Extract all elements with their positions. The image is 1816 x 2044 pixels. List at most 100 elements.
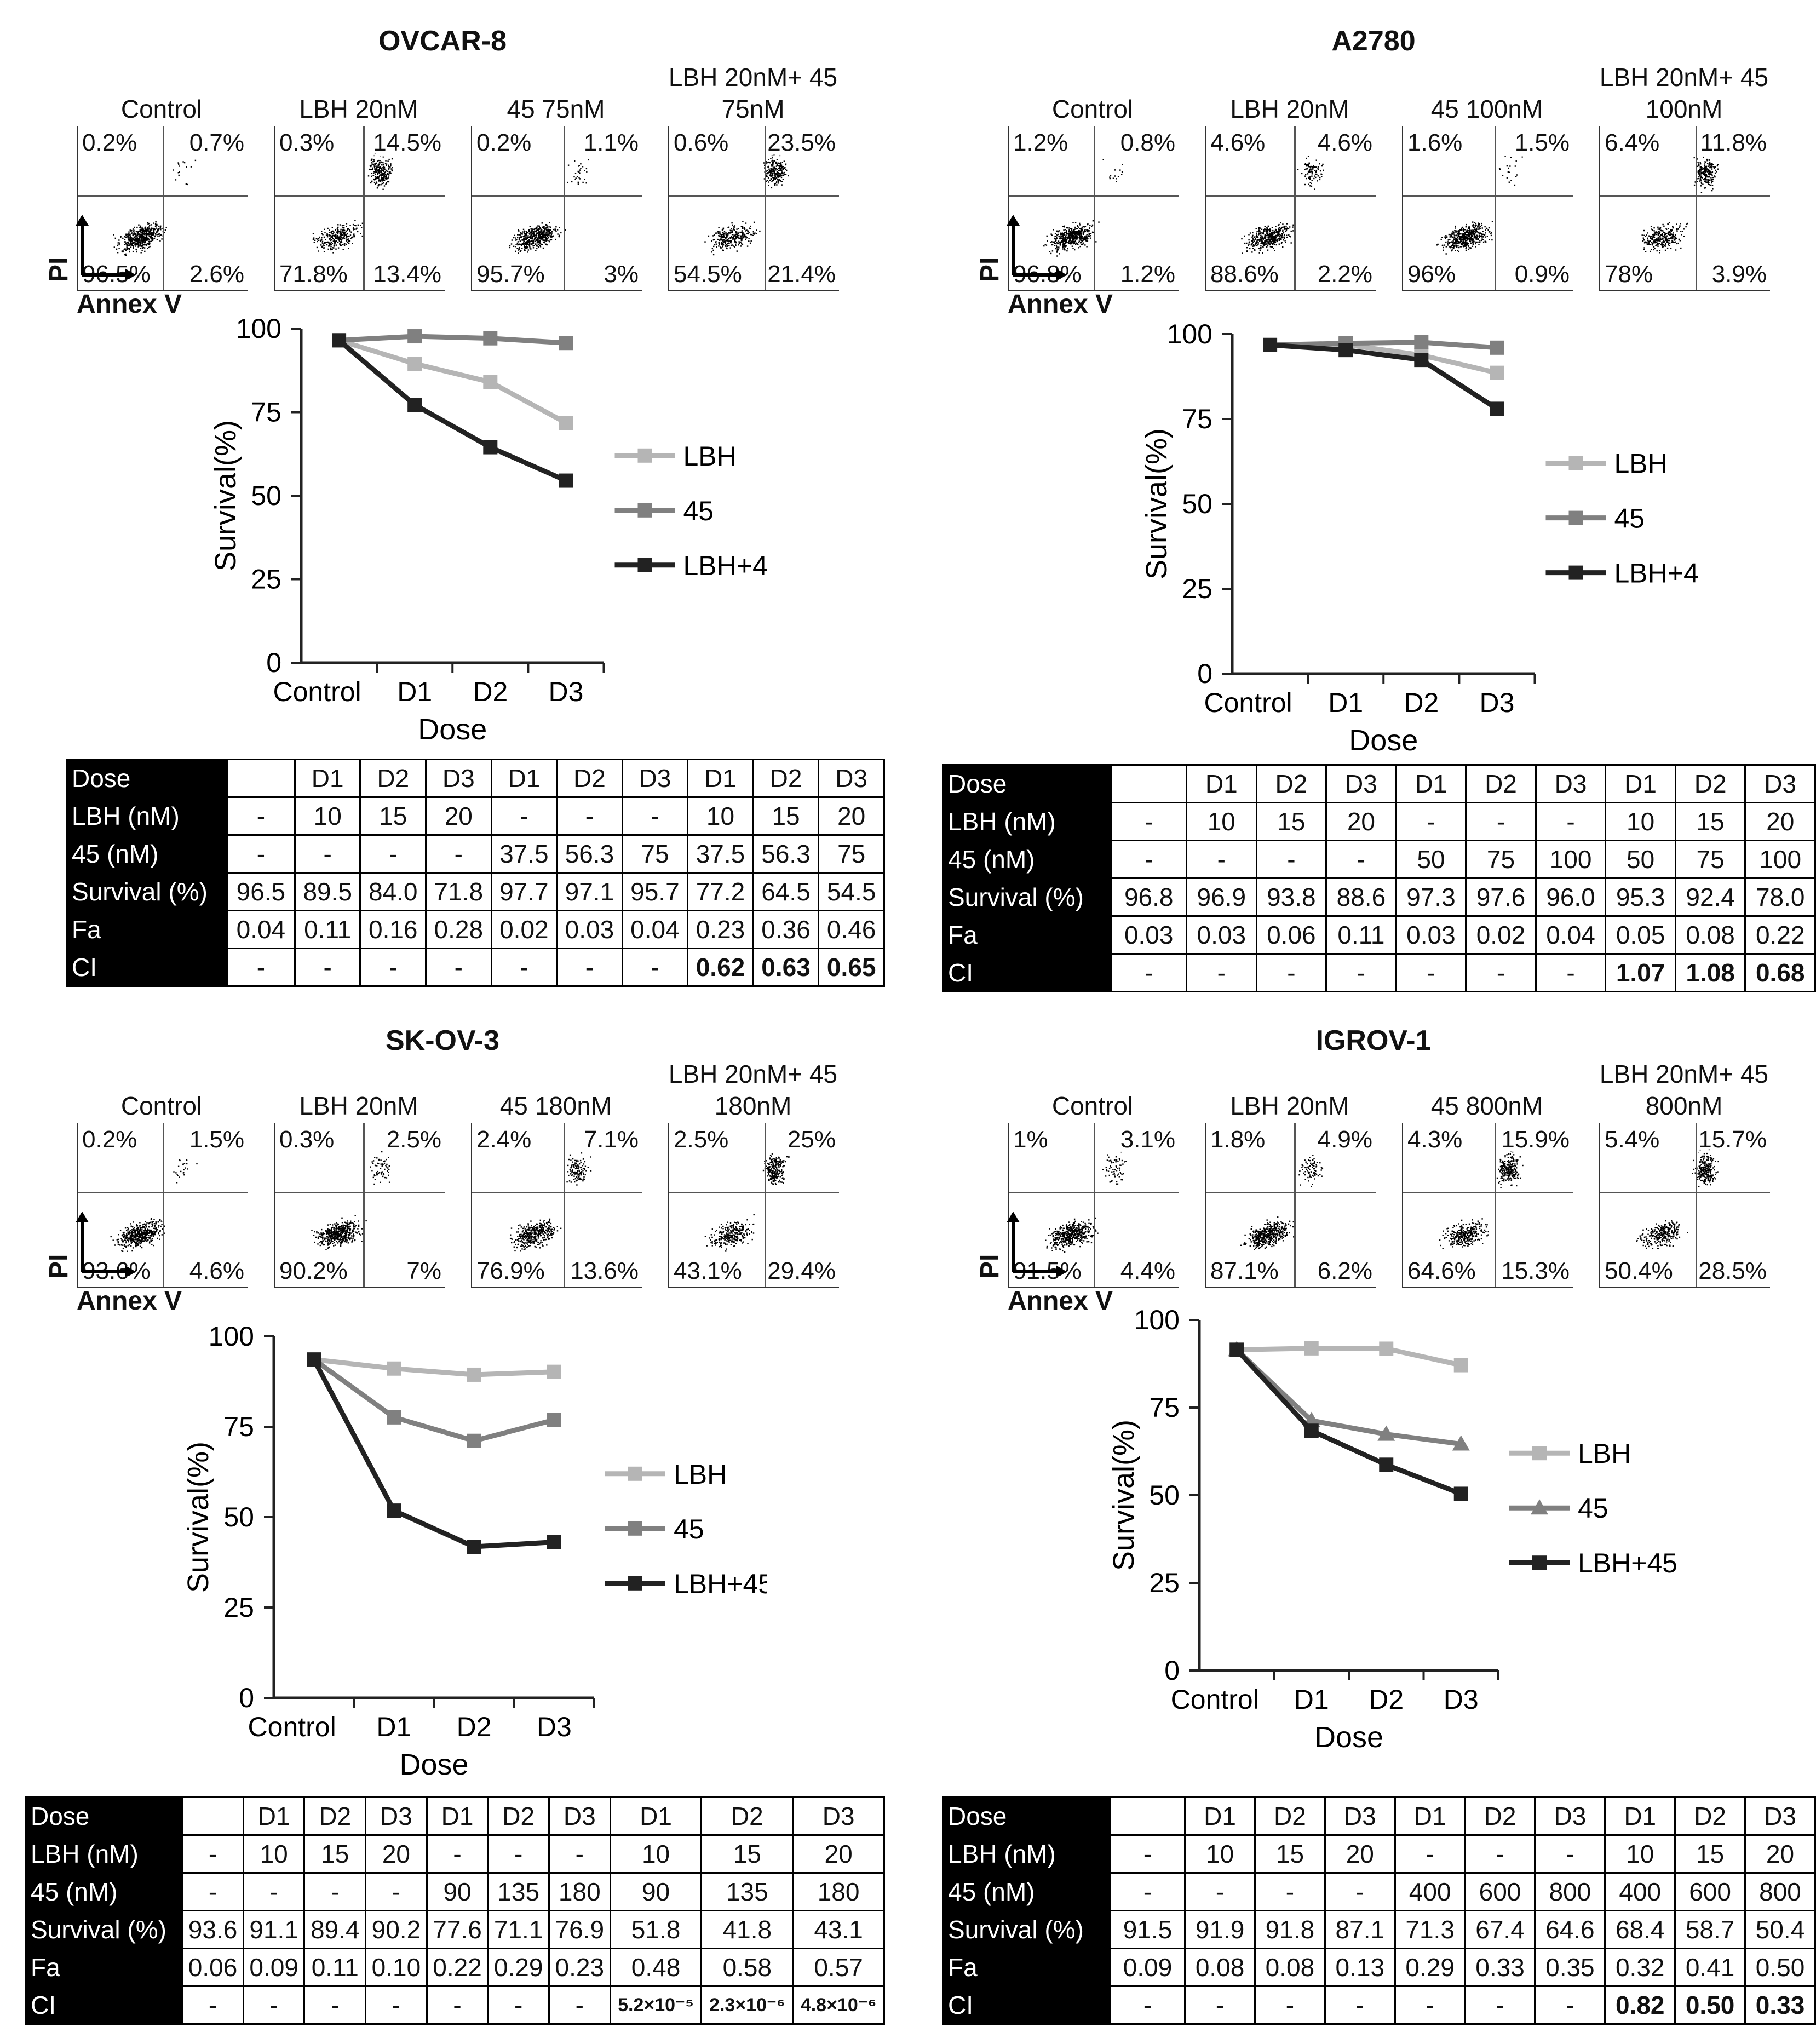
legend-marker [637,558,652,572]
scatter-event [1445,235,1447,237]
scatter-event [375,165,377,167]
scatter-event [517,241,519,243]
scatter-event [1678,238,1680,240]
scatter-event [335,233,337,236]
scatter-event [1476,236,1478,238]
scatter-event [1462,243,1464,245]
scatter-event [1278,235,1280,237]
scatter-event [149,245,151,248]
scatter-event [141,228,143,231]
scatter-event [142,1236,143,1238]
scatter-event [1056,230,1058,232]
scatter-event [144,1230,146,1231]
scatter-event [536,234,537,237]
scatter-event [1078,226,1079,228]
table-cell: 96.9 [1186,877,1257,917]
scatter-event [127,1245,129,1247]
scatter-event [522,228,525,231]
scatter-event [722,242,724,244]
scatter-event [336,237,338,239]
scatter-event [1480,235,1482,237]
flow-plot-area: 4.6% 4.6% 88.6% 2.2% [1205,126,1376,291]
scatter-event [1274,242,1275,244]
scatter-event [1262,246,1264,248]
scatter-event [1062,233,1064,234]
scatter-event [124,1237,126,1239]
y-tick-label: 100 [1167,319,1212,349]
quadrant-vertical-gate [1094,126,1095,290]
scatter-event [147,1237,149,1238]
scatter-event [1697,162,1699,163]
scatter-event [179,1176,180,1178]
scatter-event [137,1243,139,1245]
scatter-event [1270,246,1272,248]
scatter-event [331,249,333,250]
scatter-event [1670,248,1672,249]
scatter-event [1067,242,1070,244]
scatter-event [1073,242,1076,243]
scatter-event [778,165,780,166]
scatter-event [1462,241,1464,243]
scatter-event [1478,223,1480,225]
scatter-event [152,232,154,233]
scatter-event [145,238,147,239]
scatter-event [1251,240,1253,242]
scatter-event [125,255,127,256]
scatter-event [740,240,743,242]
scatter-event [1055,248,1056,250]
scatter-event [1307,173,1309,175]
scatter-event [1680,231,1682,232]
scatter-event [1675,234,1676,236]
scatter-event [186,1159,188,1161]
scatter-event [155,1228,157,1230]
cell-line-panel: OVCAR-8 Control 0.2% 0.7% 96.5% 2.6% LBH 20nM 0… [0,0,885,1024]
scatter-event [1653,239,1655,241]
scatter-event [1462,241,1463,243]
scatter-event [330,234,332,237]
scatter-event [1656,242,1658,244]
scatter-event [315,238,317,240]
scatter-event [149,229,151,231]
scatter-event [140,1225,141,1227]
scatter-event [1646,244,1648,245]
scatter-event [338,240,341,242]
scatter-event [1455,238,1457,240]
scatter-event [329,232,331,233]
scatter-event [148,222,150,225]
scatter-event [712,235,714,237]
scatter-event [1272,243,1273,244]
scatter-event [781,162,783,163]
scatter-event [1058,240,1060,242]
scatter-event [1258,227,1260,228]
scatter-event [376,162,377,164]
scatter-event [1711,164,1712,165]
table-cell: 15 [752,796,820,836]
scatter-event [734,229,735,231]
scatter-event [1479,226,1481,227]
scatter-event [1669,242,1671,244]
scatter-event [378,169,380,170]
scatter-event [146,233,148,236]
scatter-event [138,1230,140,1232]
scatter-event [538,233,541,234]
scatter-event [544,234,546,236]
scatter-event [752,231,754,233]
scatter-event [785,174,787,175]
scatter-event [1446,236,1448,238]
scatter-event [382,173,384,175]
scatter-event [542,234,543,236]
table-row: LBH (nM) -10 15 20- - -10 15 20 [66,796,885,836]
table-cell: - [294,948,361,987]
scatter-event [341,237,343,239]
quadrant-vertical-gate [1695,126,1697,290]
table-cell [1110,764,1188,803]
scatter-event [139,234,141,236]
scatter-event [1242,252,1243,254]
scatter-event [143,1230,145,1232]
scatter-event [1510,180,1512,181]
scatter-event [131,1238,133,1240]
scatter-event [381,161,382,163]
scatter-event [1305,164,1307,166]
scatter-event [140,1242,142,1244]
